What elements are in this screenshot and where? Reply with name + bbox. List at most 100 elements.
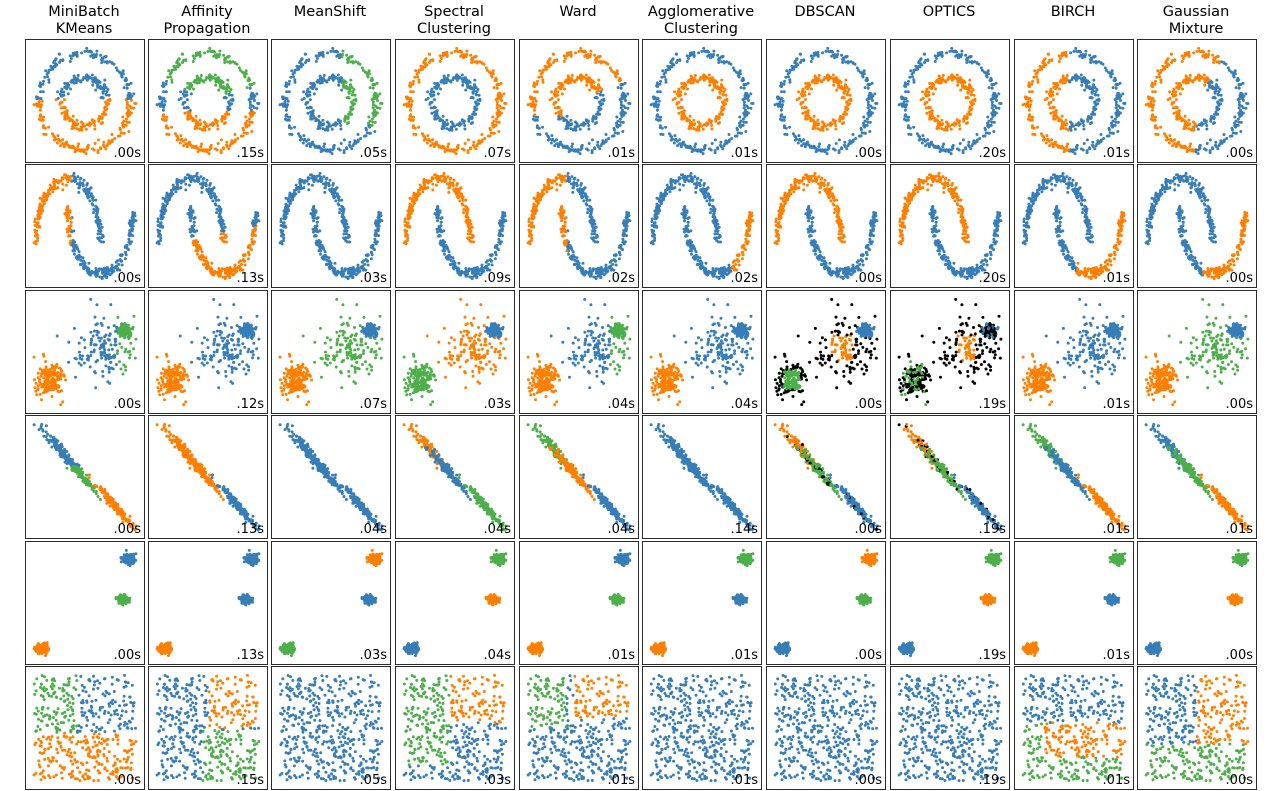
scatter-point [1028,118,1032,122]
scatter-point [924,90,928,93]
scatter-point [56,90,60,94]
scatter-point [244,121,247,125]
scatter-point [282,96,286,100]
scatter-point [247,117,251,121]
scatter-point [413,75,417,79]
scatter-point [1029,99,1033,103]
scatter-point [1216,147,1220,151]
scatter-point [1071,150,1075,154]
scatter-point [999,102,1003,105]
scatter-point [924,58,928,62]
scatter-point [821,120,824,124]
scatter-point [438,60,442,63]
scatter-point [702,46,706,50]
scatter-point [1110,124,1114,128]
scatter-point [104,92,108,96]
scatter-point [742,103,746,107]
scatter-point [454,152,458,156]
scatter-point [562,60,566,63]
scatter-point [350,86,354,89]
scatter-point [534,99,538,103]
scatter-point [720,60,724,64]
scatter-point [446,74,450,77]
scatter-point [293,78,297,82]
scatter-point [560,92,564,96]
scatter-point [367,69,371,73]
scatter-point [686,87,689,91]
scatter-point [456,49,459,53]
scatter-point [323,142,327,146]
scatter-point [86,49,89,53]
scatter-point [804,81,808,85]
scatter-point [66,85,70,89]
scatter-point [622,104,626,108]
scatter-point [934,87,937,91]
scatter-point [816,127,820,131]
scatter-point [917,134,921,138]
scatter-point [220,117,224,121]
scatter-point [343,119,347,123]
scatter-point [907,132,911,136]
scatter-point [1168,134,1172,138]
scatter-point [64,173,67,177]
scatter-point [1208,83,1212,87]
scatter-point [1065,74,1069,77]
scatter-point [179,90,183,94]
scatter-point [688,51,692,55]
scatter-point [161,108,165,112]
scatter-point [326,120,329,124]
scatter-point [1171,90,1175,93]
scatter-point [495,106,499,110]
scatter-point [734,70,738,74]
scatter-point [909,69,913,73]
scatter-point [1031,132,1035,136]
scatter-point [1070,124,1074,128]
scatter-point [1168,90,1172,94]
scatter-point [595,112,598,116]
scatter-point [738,69,742,73]
scatter-point [1060,114,1064,118]
scatter-point [674,52,678,56]
scatter-point [1123,102,1127,105]
scatter-point [125,120,129,124]
scatter-point [744,91,748,95]
scatter-point [290,69,294,73]
scatter-point [74,177,78,181]
scatter-point [533,90,537,94]
scatter-point [98,226,102,230]
scatter-point [906,124,910,128]
scatter-point [312,143,316,147]
scatter-point [1099,133,1103,136]
scatter-point [785,133,789,136]
scatter-point [747,99,750,102]
scatter-point [117,70,121,74]
scatter-point [570,145,574,149]
scatter-point [780,113,784,117]
scatter-point [805,111,809,115]
scatter-plot [526,46,632,156]
scatter-point [311,140,314,144]
scatter-point [1041,134,1045,138]
scatter-point [1239,91,1243,95]
scatter-point [1205,127,1209,131]
scatter-point [439,57,443,60]
scatter-point [1058,57,1062,60]
scatter-panel: .01s [519,39,639,163]
scatter-point [1107,126,1111,130]
scatter-point [948,49,952,53]
scatter-point [345,86,349,90]
scatter-point [96,232,100,236]
scatter-point [317,121,321,125]
scatter-point [739,131,743,135]
scatter-point [1240,104,1244,108]
scatter-point [82,178,86,182]
scatter-point [606,62,610,66]
scatter-point [191,119,195,123]
scatter-point [84,152,88,156]
scatter-point [1095,98,1099,102]
scatter-point [47,78,51,82]
scatter-point [303,52,307,56]
scatter-point [106,88,110,91]
scatter-point [1048,144,1052,148]
scatter-point [541,80,545,84]
